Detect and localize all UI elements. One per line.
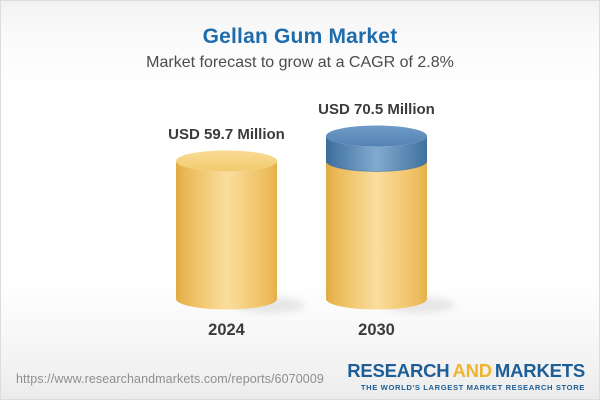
logo-wordmark: RESEARCH AND MARKETS (347, 360, 585, 381)
value-label-2030: USD 70.5 Million (318, 101, 435, 118)
report-url: https://www.researchandmarkets.com/repor… (16, 372, 324, 386)
value-label-2024: USD 59.7 Million (168, 125, 285, 143)
category-label-2024: 2024 (208, 321, 245, 339)
logo-word-research: RESEARCH (347, 360, 450, 381)
logo-word-markets: MARKETS (494, 360, 585, 381)
category-label-2030: 2030 (358, 321, 395, 339)
page-title: Gellan Gum Market (202, 25, 398, 48)
research-and-markets-logo: RESEARCH AND MARKETS THE WORLD'S LARGEST M… (347, 360, 585, 392)
logo-word-and: AND (452, 360, 492, 381)
page-subtitle: Market forecast to grow at a CAGR of 2.8… (146, 54, 454, 71)
logo-tagline: THE WORLD'S LARGEST MARKET RESEARCH STOR… (360, 382, 585, 392)
